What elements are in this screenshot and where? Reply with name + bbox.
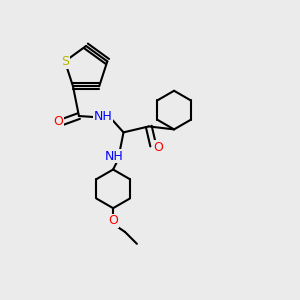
Text: NH: NH bbox=[93, 110, 112, 122]
Text: O: O bbox=[53, 116, 63, 128]
Text: O: O bbox=[108, 214, 118, 227]
Text: NH: NH bbox=[105, 150, 124, 163]
Text: S: S bbox=[61, 55, 69, 68]
Text: O: O bbox=[153, 141, 163, 154]
